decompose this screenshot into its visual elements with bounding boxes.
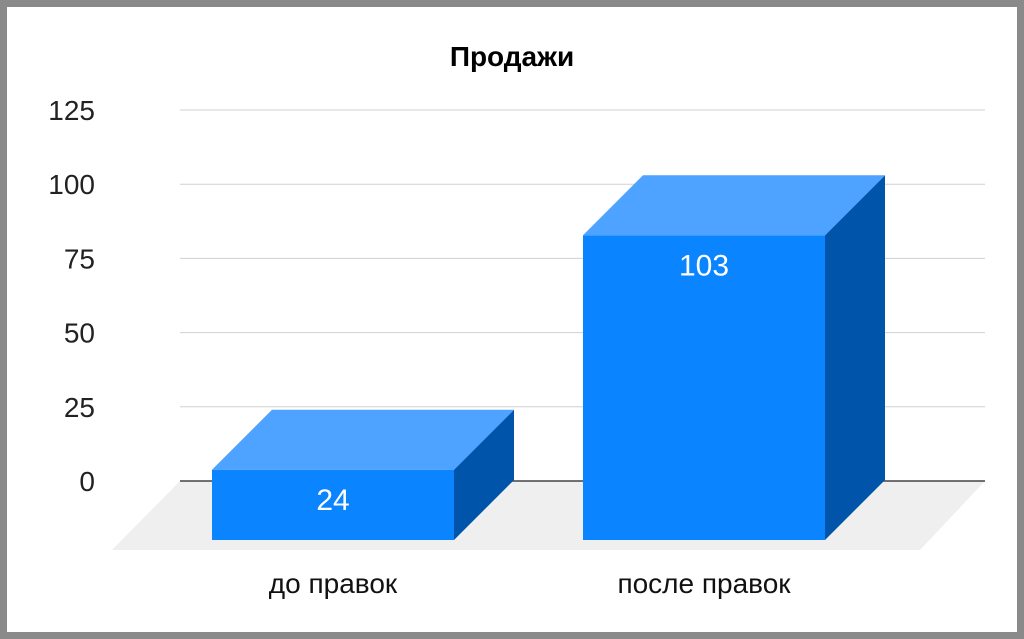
- bar-front: [212, 469, 454, 540]
- bar-data-label: 24: [316, 484, 349, 517]
- y-tick-label: 25: [64, 392, 95, 423]
- bar-front: [583, 235, 825, 540]
- bar-top: [212, 409, 514, 470]
- bar: 103: [583, 175, 885, 540]
- bars: 24 103: [212, 175, 885, 540]
- category-labels: до правок после правок: [269, 568, 791, 599]
- y-tick-label: 100: [48, 169, 95, 200]
- x-category-label: до правок: [269, 568, 398, 599]
- y-tick-label: 125: [48, 95, 95, 126]
- y-axis-ticks: 0 25 50 75 100 125: [48, 95, 95, 497]
- bar-top: [583, 175, 885, 236]
- bar-side: [454, 409, 514, 540]
- bar-side: [825, 175, 885, 540]
- x-category-label: после правок: [617, 568, 791, 599]
- y-tick-label: 75: [64, 243, 95, 274]
- y-tick-label: 0: [79, 466, 95, 497]
- bar-data-label: 103: [679, 249, 729, 282]
- chart-title: Продажи: [450, 41, 574, 72]
- bar: 24: [212, 409, 514, 540]
- y-tick-label: 50: [64, 318, 95, 349]
